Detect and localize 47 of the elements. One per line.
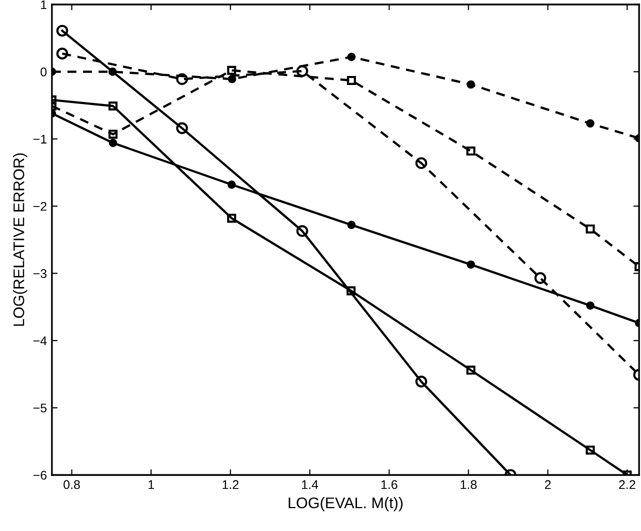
point [227, 66, 236, 75]
x-axis-title: LOG(EVAL. M(t)) [288, 497, 403, 512]
y-axis-title: LOG(RELATIVE ERROR) [13, 153, 28, 326]
x-tick-label: 1.6 [381, 480, 398, 490]
point [466, 366, 476, 375]
point [415, 157, 428, 170]
point [466, 260, 476, 269]
point [227, 180, 236, 189]
y-tick-label: 0 [40, 68, 47, 76]
y-tick-label: −1 [33, 134, 46, 144]
y-tick-label: −6 [33, 470, 47, 480]
point [586, 301, 594, 310]
point [228, 74, 236, 84]
y-tick-label: 1 [41, 0, 46, 10]
x-tick-label: 1.8 [460, 480, 477, 490]
x-tick-label: 2.2 [619, 480, 636, 489]
y-tick-label: −2 [33, 202, 46, 211]
point [466, 80, 476, 89]
point [586, 446, 595, 455]
x-tick-label: 1.2 [222, 480, 239, 489]
point [56, 24, 68, 37]
point [56, 48, 68, 60]
point [296, 65, 308, 77]
point [347, 220, 356, 230]
point [346, 286, 356, 296]
x-tick-label: 0.8 [64, 480, 80, 490]
point [227, 214, 236, 223]
y-tick-label: −3 [33, 269, 47, 278]
x-tick-label: 1 [148, 480, 154, 489]
y-tick-label: −4 [33, 336, 47, 346]
point [586, 224, 595, 234]
point [534, 272, 546, 284]
point [176, 73, 188, 86]
point [296, 225, 308, 237]
point [586, 119, 594, 128]
point [347, 52, 356, 62]
point [108, 101, 118, 111]
y-tick-label: −5 [33, 404, 47, 412]
x-tick-label: 1.4 [302, 480, 318, 489]
point [108, 130, 118, 139]
point [466, 146, 476, 156]
point [108, 68, 117, 76]
point [415, 376, 428, 388]
point [108, 138, 118, 148]
point [346, 76, 356, 85]
x-tick-label: 2 [544, 480, 551, 489]
point [176, 122, 188, 134]
